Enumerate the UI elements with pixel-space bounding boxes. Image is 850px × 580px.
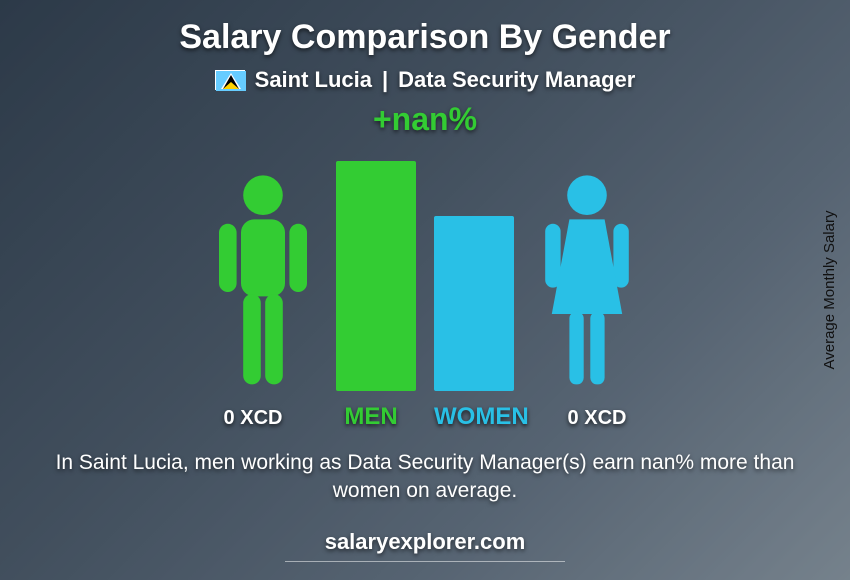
men-bar (336, 161, 416, 391)
women-label: WOMEN (434, 403, 524, 431)
man-icon (208, 171, 318, 391)
page-title: Salary Comparison By Gender (179, 18, 670, 57)
footer-text: salaryexplorer.com (325, 529, 526, 554)
labels-row: 0 XCD MEN WOMEN 0 XCD (75, 403, 775, 431)
subtitle-row: Saint Lucia | Data Security Manager (215, 67, 636, 93)
men-value-label: 0 XCD (198, 407, 308, 430)
role-label: Data Security Manager (398, 67, 635, 93)
description-text: In Saint Lucia, men working as Data Secu… (55, 449, 795, 506)
chart-row (75, 161, 775, 391)
men-label: MEN (326, 403, 416, 431)
y-axis-label: Average Monthly Salary (821, 211, 838, 370)
flag-icon (215, 70, 245, 90)
country-label: Saint Lucia (255, 67, 372, 93)
woman-icon (532, 171, 642, 391)
footer-line (285, 561, 565, 562)
women-bar (434, 216, 514, 391)
separator: | (382, 67, 388, 93)
pct-diff-label: +nan% (373, 101, 477, 138)
chart-area: +nan% (75, 101, 775, 431)
footer: salaryexplorer.com (0, 529, 850, 562)
women-value-label: 0 XCD (542, 407, 652, 430)
